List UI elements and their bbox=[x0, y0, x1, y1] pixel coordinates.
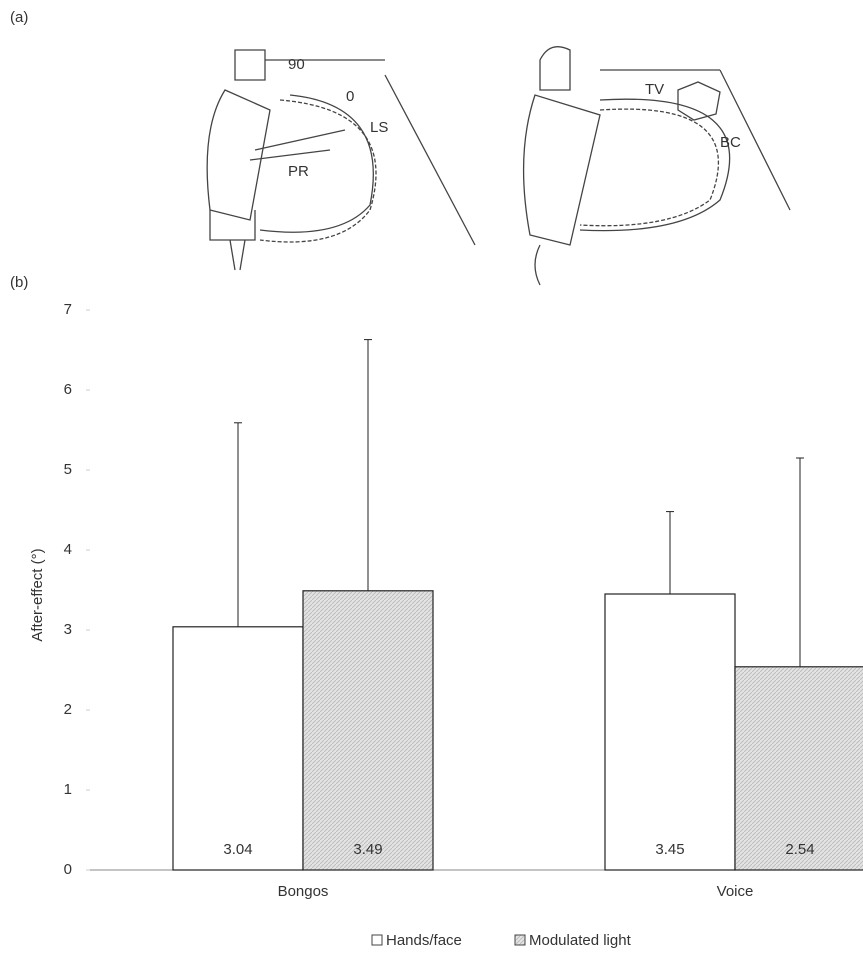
illustration-label: 0 bbox=[346, 88, 354, 105]
illustration-label: 90 bbox=[288, 56, 305, 73]
illustration-label: BC bbox=[720, 134, 741, 151]
value-label: 3.45 bbox=[655, 841, 684, 858]
y-tick-label: 0 bbox=[64, 861, 72, 878]
bar bbox=[604, 593, 736, 871]
y-tick-label: 3 bbox=[64, 621, 72, 638]
illustration-right bbox=[522, 46, 791, 286]
bar bbox=[734, 666, 863, 871]
y-axis-label: After-effect (°) bbox=[29, 548, 46, 641]
legend-label: Hands/face bbox=[386, 932, 462, 949]
y-tick-label: 5 bbox=[64, 461, 72, 478]
panel-label: (a) bbox=[10, 9, 28, 26]
y-tick-label: 1 bbox=[64, 781, 72, 798]
illustration-label: PR bbox=[288, 163, 309, 180]
panel-label: (b) bbox=[10, 274, 28, 291]
y-tick-label: 2 bbox=[64, 701, 72, 718]
y-tick-label: 6 bbox=[64, 381, 72, 398]
bar bbox=[172, 626, 304, 871]
y-tick-label: 7 bbox=[64, 301, 72, 318]
bar bbox=[302, 590, 434, 871]
legend-swatch bbox=[371, 934, 383, 946]
legend-label: Modulated light bbox=[529, 932, 632, 949]
legend-swatch bbox=[514, 934, 526, 946]
x-tick-label: Bongos bbox=[278, 883, 329, 900]
illustration-label: TV bbox=[645, 81, 664, 98]
x-tick-label: Voice bbox=[717, 883, 754, 900]
y-tick-label: 4 bbox=[64, 541, 72, 558]
illustration-label: LS bbox=[370, 119, 388, 136]
value-label: 2.54 bbox=[785, 841, 814, 858]
illustration-left bbox=[206, 49, 476, 271]
value-label: 3.49 bbox=[353, 841, 382, 858]
value-label: 3.04 bbox=[223, 841, 252, 858]
